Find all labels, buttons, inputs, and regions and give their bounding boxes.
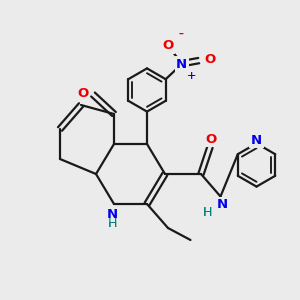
Text: N: N: [107, 208, 118, 221]
Text: N: N: [251, 134, 262, 147]
Text: O: O: [205, 52, 215, 66]
Text: N: N: [176, 58, 187, 71]
Text: N: N: [216, 198, 228, 212]
Text: O: O: [78, 86, 89, 100]
Text: O: O: [163, 39, 174, 52]
Text: O: O: [206, 133, 217, 146]
Text: N: N: [107, 208, 118, 221]
Text: O: O: [163, 39, 173, 52]
Text: -: -: [179, 28, 184, 41]
Text: -: -: [179, 28, 184, 41]
Text: N: N: [251, 134, 262, 147]
Text: +: +: [187, 71, 196, 81]
Text: H: H: [203, 206, 213, 220]
Text: H: H: [108, 217, 117, 230]
Text: O: O: [78, 86, 89, 100]
Text: N: N: [176, 58, 187, 71]
Text: H: H: [108, 217, 117, 230]
Text: O: O: [205, 52, 216, 66]
Text: O: O: [206, 133, 217, 146]
Text: N: N: [216, 198, 228, 212]
Text: +: +: [187, 71, 196, 81]
Text: H: H: [203, 206, 213, 220]
